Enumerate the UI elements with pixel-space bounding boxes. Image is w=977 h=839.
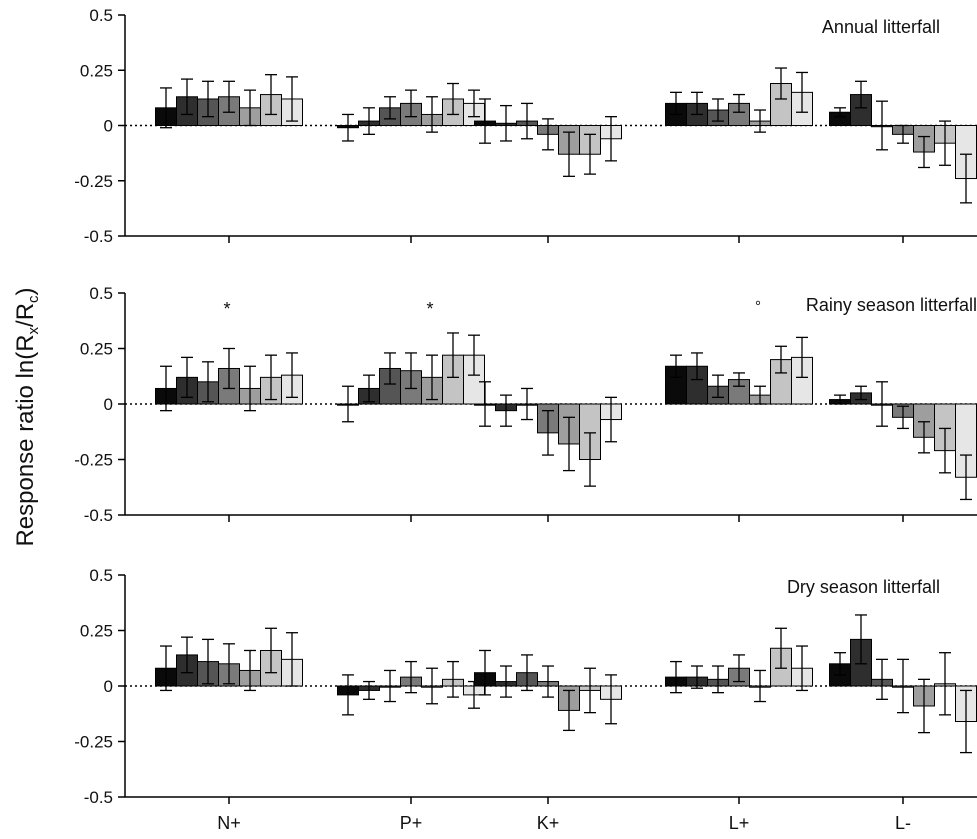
y-axis-title-main: Response ratio ln(R — [12, 334, 39, 546]
y-tick-label: -0.5 — [84, 788, 113, 807]
y-tick-label: -0.25 — [74, 172, 113, 191]
x-category-label: L+ — [729, 813, 750, 833]
panel-title: Annual litterfall — [822, 17, 940, 37]
y-tick-label: 0.5 — [89, 6, 113, 25]
chart-panel-3: 0.5 0.25 0 -0.25 -0.5 Dry season litterfall N+… — [74, 566, 977, 833]
y-tick-label: -0.5 — [84, 227, 113, 246]
y-axis-title-sub-c: c — [25, 295, 42, 303]
significance-marker: * — [223, 299, 230, 319]
y-axis-title-sub-x: x — [25, 326, 42, 334]
significance-marker: ° — [755, 298, 761, 315]
y-axis-title: Response ratio ln(Rx/Rc) — [12, 287, 42, 546]
x-category-label: L- — [895, 813, 911, 833]
x-category-label: N+ — [217, 813, 241, 833]
chart-panel-2: 0.5 0.25 0 -0.25 -0.5 * * ° Rainy season litterf… — [74, 284, 977, 525]
y-tick-label: 0.25 — [80, 622, 113, 641]
y-tick-label: 0 — [104, 117, 113, 136]
y-axis-title-mid: /R — [12, 303, 39, 327]
x-category-label: K+ — [537, 813, 560, 833]
y-axis-title-end: ) — [12, 287, 39, 295]
y-tick-label: 0.5 — [89, 566, 113, 585]
y-tick-label: -0.25 — [74, 451, 113, 470]
y-tick-label: 0 — [104, 677, 113, 696]
y-axis-title-svg: Response ratio ln(Rx/Rc) — [12, 287, 42, 546]
y-tick-label: 0.25 — [80, 340, 113, 359]
y-axis-title-wrap: Response ratio ln(Rx/Rc) — [0, 0, 60, 834]
significance-marker: * — [426, 299, 433, 319]
y-tick-label: -0.5 — [84, 506, 113, 525]
x-category-label: P+ — [400, 813, 423, 833]
panel-title: Rainy season litterfall — [806, 295, 977, 315]
y-tick-label: 0.5 — [89, 284, 113, 303]
y-tick-label: 0 — [104, 395, 113, 414]
y-tick-label: 0.25 — [80, 61, 113, 80]
panel-title: Dry season litterfall — [787, 577, 940, 597]
y-tick-label: -0.25 — [74, 733, 113, 752]
chart-panel-1: 0.5 0.25 0 -0.25 -0.5 Annual litterfall — [74, 6, 977, 246]
